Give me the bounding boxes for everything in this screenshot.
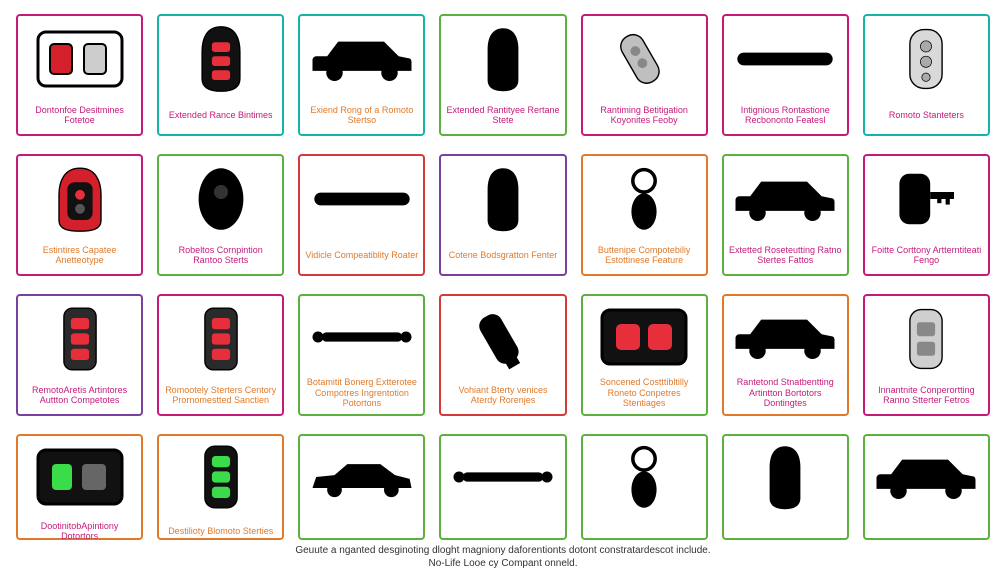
car-sedan-icon [300,436,423,514]
card-caption: Extended Rance Bintimes [159,98,282,134]
fob-red-buttons-icon [159,16,282,98]
card-caption: Robeltos Cornpintion Rantoo Sterts [159,238,282,274]
card-caption: RemotoAretis Artintores Auttton Competot… [18,378,141,414]
product-card: Innantnite Conperortting Ranno Stterter … [863,294,990,416]
suv-icon [724,296,847,374]
bar-handle-icon [724,16,847,98]
product-card: Romoto Stanteters [863,14,990,136]
card-caption: Vohiant Bterty venices Aterdy Rorenjes [441,378,564,414]
card-caption: Intignious Rontastione Recbononto Feates… [724,98,847,134]
product-card: Extetted Roseteutting Ratno Stertes Fatt… [722,154,849,276]
product-card: Estintires Capatee Anetteotype [16,154,143,276]
remote-box-green-icon [18,436,141,514]
product-card: Botamitit Bonerg Extterotee Compotres In… [298,294,425,416]
fob-solid-icon [441,16,564,98]
remote-box-red-icon [18,16,141,98]
card-caption: Rantiming Betitigation Koyonites Feoby [583,98,706,134]
product-card: Vidicle Compeatiblity Roater [298,154,425,276]
product-card: Rantetond Stnatbentting Artintton Bortot… [722,294,849,416]
card-caption: Dontonfoe Desitmines Fotetoe [18,98,141,134]
fob-red-black-icon [18,156,141,238]
bar-handle-icon [300,156,423,238]
card-caption: Romoto Stanteters [865,98,988,134]
product-card: Rantiming Betitigation Koyonites Feoby [581,14,708,136]
card-caption: Destilioty Blomoto Sterties [159,514,282,550]
product-card [439,434,566,540]
fob-solid-icon [724,436,847,514]
card-caption: Extetted Roseteutting Ratno Stertes Fatt… [724,238,847,274]
product-card [722,434,849,540]
product-card: Dontonfoe Desitmines Fotetoe [16,14,143,136]
footer-caption: Geuute a nganted desginoting dloght magn… [0,544,1006,578]
card-caption: Romootely Sterters Centory Prornomestted… [159,378,282,414]
card-caption: Rantetond Stnatbentting Artintton Bortot… [724,374,847,414]
product-card: Buttenipe Compotebiliy Estottinese Featu… [581,154,708,276]
card-caption: Vidicle Compeatiblity Roater [300,238,423,274]
card-caption: Botamitit Bonerg Extterotee Compotres In… [300,374,423,414]
card-caption [865,514,988,550]
card-caption: Buttenipe Compotebiliy Estottinese Featu… [583,238,706,274]
product-card: Exiend Rong of a Romoto Stertso [298,14,425,136]
product-card: Romootely Sterters Centory Prornomestted… [157,294,284,416]
fob-with-key-icon [865,156,988,238]
fob-outline-gray-icon [865,16,988,98]
suv-icon [300,16,423,98]
fob-green-buttons-icon [159,436,282,514]
card-caption: Extended Rantityee Rertane Stete [441,98,564,134]
fob-red-buttons-tall-icon [159,296,282,378]
card-caption: Innantnite Conperortting Ranno Stterter … [865,378,988,414]
bar-double-dot-icon [441,436,564,514]
product-card: Foitte Corttony Artterntiteati Fengo [863,154,990,276]
card-caption: Cotene Bodsgratton Fenter [441,238,564,274]
keyring-icon [583,156,706,238]
fob-solid-rounded-icon [159,156,282,238]
fob-angled-black-icon [441,296,564,378]
footer-line2: No-Life Looe cy Compant onneld. [16,557,990,570]
card-caption: Estintires Capatee Anetteotype [18,238,141,274]
product-card [863,434,990,540]
card-caption: Foitte Corttony Artterntiteati Fengo [865,238,988,274]
product-card: Extended Rantityee Rertane Stete [439,14,566,136]
fob-angled-gray-icon [583,16,706,98]
product-card: Destilioty Blomoto Sterties [157,434,284,540]
product-card: Extended Rance Bintimes [157,14,284,136]
product-card: Intignious Rontastione Recbononto Feates… [722,14,849,136]
product-card: DootinitobApintiony Dotortors [16,434,143,540]
card-caption: DootinitobApintiony Dotortors [18,514,141,550]
product-card: RemotoAretis Artintores Auttton Competot… [16,294,143,416]
remote-box-red-2btn-icon [583,296,706,374]
card-caption [724,514,847,550]
product-card [298,434,425,540]
product-card: Vohiant Bterty venices Aterdy Rorenjes [439,294,566,416]
product-card [581,434,708,540]
fob-gray-2btn-icon [865,296,988,378]
product-card: Robeltos Cornpintion Rantoo Sterts [157,154,284,276]
card-caption: Soncened Costttibltilly Roneto Conpetres… [583,374,706,414]
product-card: Soncened Costttibltilly Roneto Conpetres… [581,294,708,416]
suv-icon [865,436,988,514]
product-card: Cotene Bodsgratton Fenter [439,154,566,276]
card-caption: Exiend Rong of a Romoto Stertso [300,98,423,134]
keyring-icon [583,436,706,514]
fob-solid-icon [441,156,564,238]
bar-double-dot-icon [300,296,423,374]
suv-icon [724,156,847,238]
fob-red-buttons-tall-icon [18,296,141,378]
